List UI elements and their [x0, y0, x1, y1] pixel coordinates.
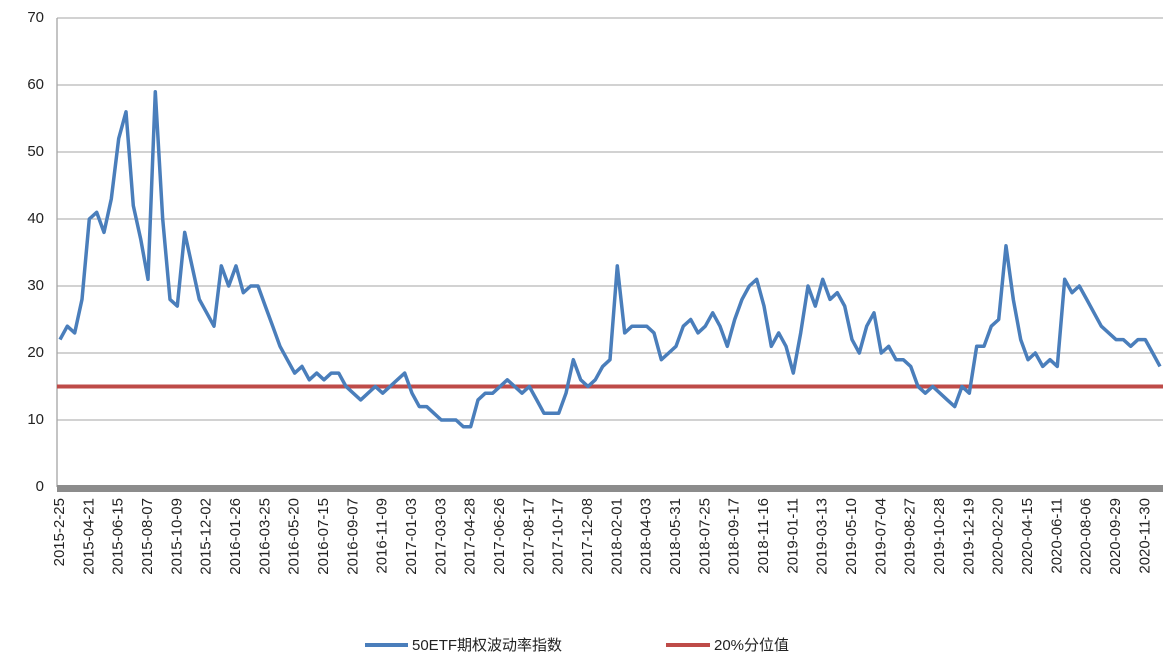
y-tick-label: 30 [27, 277, 44, 294]
x-axis [57, 485, 1163, 492]
x-tick-label: 2019-12-19 [960, 498, 977, 575]
x-tick-label: 2016-07-15 [315, 498, 332, 575]
x-tick-label: 2017-12-08 [579, 498, 596, 575]
x-tick-label: 2018-02-01 [608, 498, 625, 575]
x-tick-label: 2018-07-25 [696, 498, 713, 575]
x-tick-label: 2015-08-07 [139, 498, 156, 575]
x-tick-label: 2019-07-04 [872, 498, 889, 575]
x-tick-label: 2020-04-15 [1019, 498, 1036, 575]
x-tick-label: 2015-06-15 [110, 498, 127, 575]
x-tick-label: 2015-2-25 [51, 498, 68, 566]
y-tick-label: 0 [36, 478, 44, 495]
x-tick-label: 2017-01-03 [403, 498, 420, 575]
y-tick-label: 60 [27, 76, 44, 93]
x-tick-label: 2015-10-09 [168, 498, 185, 575]
x-tick-label: 2017-03-03 [432, 498, 449, 575]
x-tick-label: 2018-09-17 [726, 498, 743, 575]
x-tick-label: 2017-08-17 [520, 498, 537, 575]
x-tick-label: 2017-10-17 [550, 498, 567, 575]
x-tick-label: 2018-04-03 [638, 498, 655, 575]
x-tick-label: 2016-01-26 [227, 498, 244, 575]
x-tick-label: 2020-08-06 [1078, 498, 1095, 575]
x-tick-label: 2019-03-13 [814, 498, 831, 575]
x-tick-label: 2015-04-21 [80, 498, 97, 575]
x-tick-label: 2020-06-11 [1048, 498, 1065, 574]
x-tick-label: 2017-06-26 [491, 498, 508, 575]
x-tick-label: 2019-10-28 [931, 498, 948, 575]
y-tick-label: 50 [27, 143, 44, 160]
x-tick-label: 2020-11-30 [1136, 498, 1153, 574]
x-tick-label: 2018-05-31 [667, 498, 684, 575]
x-tick-label: 2019-01-11 [784, 498, 801, 574]
series-line [58, 89, 1162, 429]
y-tick-label: 20 [27, 344, 44, 361]
x-tick-label: 2019-08-27 [902, 498, 919, 575]
x-tick-label: 2020-02-20 [990, 498, 1007, 575]
x-tick-label: 2018-11-16 [755, 498, 772, 574]
x-tick-label: 2017-04-28 [462, 498, 479, 575]
y-tick-label: 10 [27, 411, 44, 428]
y-tick-label: 70 [27, 9, 44, 26]
x-tick-label: 2016-11-09 [374, 498, 391, 574]
x-tick-label: 2016-03-25 [256, 498, 273, 575]
legend-label: 50ETF期权波动率指数 [412, 637, 562, 654]
x-tick-label: 2020-09-29 [1107, 498, 1124, 575]
x-tick-label: 2016-05-20 [286, 498, 303, 575]
x-tick-label: 2016-09-07 [344, 498, 361, 575]
x-tick-label: 2015-12-02 [198, 498, 215, 575]
x-tick-label: 2019-05-10 [843, 498, 860, 575]
legend-label: 20%分位值 [714, 637, 789, 654]
y-tick-label: 40 [27, 210, 44, 227]
